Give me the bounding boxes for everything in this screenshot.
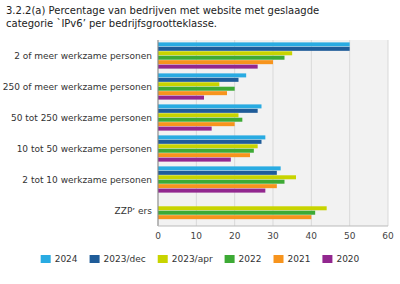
bar [158, 140, 262, 144]
bar [158, 91, 227, 95]
bar [158, 215, 311, 219]
bar [158, 104, 262, 108]
bar [158, 135, 265, 139]
bar [158, 113, 239, 117]
bar [158, 211, 315, 215]
legend-swatch [225, 255, 235, 263]
bar [158, 189, 265, 193]
legend-label: 2023/dec [104, 254, 146, 264]
legend-item: 2024 [41, 254, 78, 264]
chart: 3.2.2(a) Percentage van bedrijven met we… [0, 0, 400, 284]
category-label: ZZPʼ ers [115, 206, 153, 216]
x-tick-label: 60 [382, 231, 394, 241]
bar [158, 78, 239, 82]
x-tick-label: 50 [344, 231, 356, 241]
title-line: 3.2.2(a) Percentage van bedrijven met we… [6, 5, 319, 16]
bar [158, 118, 242, 122]
legend-item: 2023/apr [158, 254, 213, 264]
title: 3.2.2(a) Percentage van bedrijven met we… [6, 5, 319, 29]
bar [158, 73, 246, 77]
bar [158, 127, 212, 131]
plot-background [158, 40, 388, 226]
bar [158, 42, 350, 46]
bar [158, 149, 254, 153]
x-tick-label: 20 [229, 231, 241, 241]
grid-line [158, 40, 159, 226]
bar [158, 87, 235, 91]
legend-label: 2022 [239, 254, 262, 264]
grid-line [273, 40, 274, 226]
y-axis-line [158, 40, 159, 226]
bar [158, 47, 350, 51]
grid-line [349, 40, 350, 226]
bar [158, 180, 285, 184]
x-tick-label: 30 [267, 231, 279, 241]
bar [158, 206, 327, 210]
bar [158, 60, 273, 64]
bar [158, 153, 250, 157]
legend-swatch [90, 255, 100, 263]
x-axis-line [158, 226, 388, 227]
x-tick-label: 0 [155, 231, 161, 241]
grid-line [388, 40, 389, 226]
legend-item: 2020 [322, 254, 359, 264]
legend-label: 2023/apr [172, 254, 213, 264]
category-label: 250 of meer werkzame personen [3, 82, 152, 92]
legend-item: 2021 [274, 254, 311, 264]
bar [158, 171, 277, 175]
legend-swatch [158, 255, 168, 263]
grid-line [311, 40, 312, 226]
bar [158, 158, 231, 162]
legend-swatch [322, 255, 332, 263]
category-label: 2 tot 10 werkzame personen [22, 175, 152, 185]
legend-item: 2022 [225, 254, 262, 264]
bar [158, 82, 219, 86]
bar [158, 166, 281, 170]
x-tick-label: 10 [191, 231, 203, 241]
legend-label: 2020 [336, 254, 359, 264]
category-label: 50 tot 250 werkzame personen [11, 113, 152, 123]
bar [158, 144, 258, 148]
bar [158, 51, 292, 55]
bar [158, 109, 258, 113]
legend-swatch [274, 255, 284, 263]
bar [158, 96, 204, 100]
x-tick-label: 40 [306, 231, 318, 241]
bar [158, 56, 285, 60]
title-line: categorie `IPv6’ per bedrijfsgrootteklas… [6, 18, 217, 29]
legend-swatch [41, 255, 51, 263]
legend-label: 2021 [288, 254, 311, 264]
category-label: 10 tot 50 werkzame personen [17, 144, 152, 154]
legend: 2024 2023/dec 2023/apr 2022 2021 2020 [41, 254, 360, 264]
legend-label: 2024 [55, 254, 78, 264]
bar [158, 65, 258, 69]
legend-item: 2023/dec [90, 254, 146, 264]
bar [158, 175, 296, 179]
category-label: 2 of meer werkzame personen [14, 51, 152, 61]
bar [158, 122, 235, 126]
bar [158, 184, 277, 188]
